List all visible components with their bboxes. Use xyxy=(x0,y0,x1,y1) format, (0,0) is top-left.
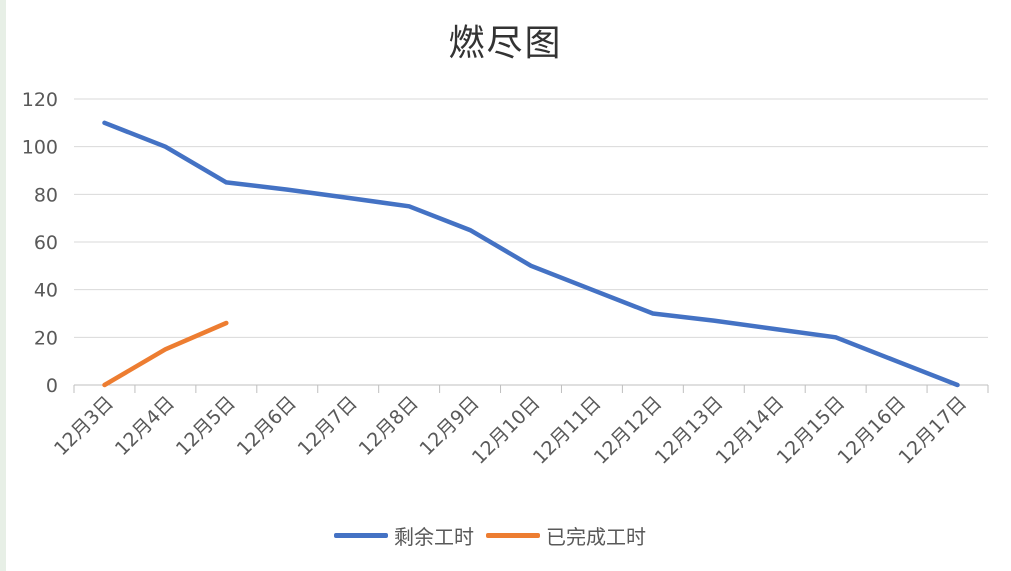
legend-swatch-completed xyxy=(486,532,540,538)
x-tick-label: 12月3日 xyxy=(50,392,118,460)
legend-label-completed: 已完成工时 xyxy=(546,524,646,549)
legend-label-remaining: 剩余工时 xyxy=(394,524,474,549)
legend-item-completed[interactable]: 已完成工时 xyxy=(486,521,646,550)
y-tick-label: 120 xyxy=(22,89,58,111)
chart-title: 燃尽图 xyxy=(448,23,563,64)
legend-swatch-remaining xyxy=(334,532,388,538)
window-edge-strip xyxy=(0,0,6,571)
x-tick-label: 12月7日 xyxy=(294,392,362,460)
y-tick-label: 0 xyxy=(46,375,58,397)
y-tick-label: 80 xyxy=(34,184,58,206)
x-tick-label: 12月5日 xyxy=(172,392,240,460)
x-tick-label: 12月6日 xyxy=(233,392,301,460)
y-tick-label: 60 xyxy=(34,232,58,254)
x-tick-label: 12月4日 xyxy=(111,392,179,460)
y-tick-label: 40 xyxy=(34,280,58,302)
y-tick-label: 100 xyxy=(22,137,58,159)
chart-legend: 剩余工时 已完成工时 xyxy=(334,521,646,549)
y-tick-label: 20 xyxy=(34,327,58,349)
x-tick-label: 12月8日 xyxy=(355,392,423,460)
legend-item-remaining[interactable]: 剩余工时 xyxy=(334,521,474,550)
series-line-completed xyxy=(102,320,229,388)
series-line-remaining xyxy=(102,120,960,388)
